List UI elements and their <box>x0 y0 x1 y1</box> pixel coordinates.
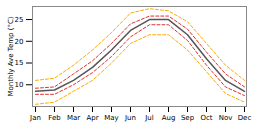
svg-text:Monthly Ave Temp (°C): Monthly Ave Temp (°C) <box>7 16 15 96</box>
svg-text:Jul: Jul <box>144 114 154 122</box>
svg-text:Sep: Sep <box>181 114 195 122</box>
svg-text:Mar: Mar <box>67 114 80 122</box>
svg-text:25: 25 <box>15 16 24 24</box>
svg-text:10: 10 <box>15 81 24 89</box>
svg-text:20: 20 <box>15 38 24 46</box>
svg-text:Jun: Jun <box>124 114 136 122</box>
svg-text:Nov: Nov <box>219 114 233 122</box>
svg-text:Apr: Apr <box>86 114 98 122</box>
svg-text:15: 15 <box>15 59 24 67</box>
svg-text:May: May <box>104 114 118 122</box>
svg-text:Jan: Jan <box>29 114 41 122</box>
svg-text:Dec: Dec <box>238 114 252 122</box>
svg-text:Feb: Feb <box>48 114 61 122</box>
svg-text:Aug: Aug <box>162 114 176 122</box>
svg-text:Oct: Oct <box>200 114 212 122</box>
